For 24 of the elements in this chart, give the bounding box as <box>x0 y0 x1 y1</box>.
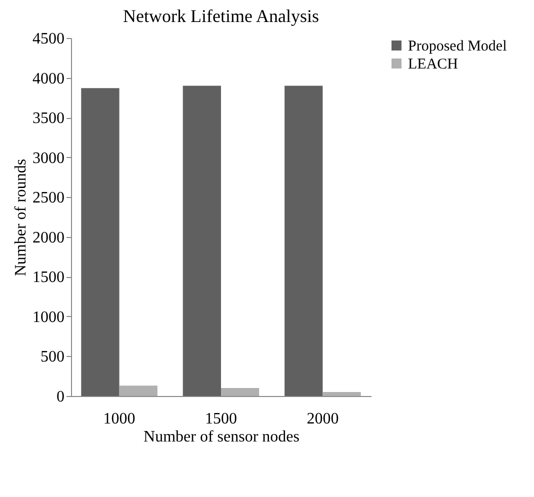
y-axis-title: Number of rounds <box>12 158 30 276</box>
y-tick-label: 0 <box>56 388 64 406</box>
legend-label: Proposed Model <box>408 38 507 54</box>
legend-label: LEACH <box>408 56 458 72</box>
y-tick-label: 3000 <box>32 150 64 167</box>
bar <box>221 388 260 396</box>
y-tick-label: 4500 <box>32 30 64 48</box>
bar <box>119 386 158 396</box>
bar <box>284 86 323 396</box>
bar <box>81 88 120 396</box>
chart-title: Network Lifetime Analysis <box>123 6 319 26</box>
y-tick-label: 3500 <box>32 110 64 128</box>
bar <box>182 86 221 396</box>
y-tick-label: 2500 <box>32 190 64 207</box>
y-tick-label: 1500 <box>32 269 64 286</box>
y-tick-label: 2000 <box>32 229 64 246</box>
x-axis-title: Number of sensor nodes <box>144 428 300 446</box>
bar <box>322 392 361 396</box>
y-tick-label: 1000 <box>32 308 64 326</box>
x-tick-label: 1500 <box>205 410 237 428</box>
x-tick-label: 1000 <box>103 410 136 428</box>
x-tick-label: 2000 <box>306 410 339 428</box>
y-tick-label: 500 <box>40 348 64 366</box>
y-tick-label: 4000 <box>32 70 64 88</box>
